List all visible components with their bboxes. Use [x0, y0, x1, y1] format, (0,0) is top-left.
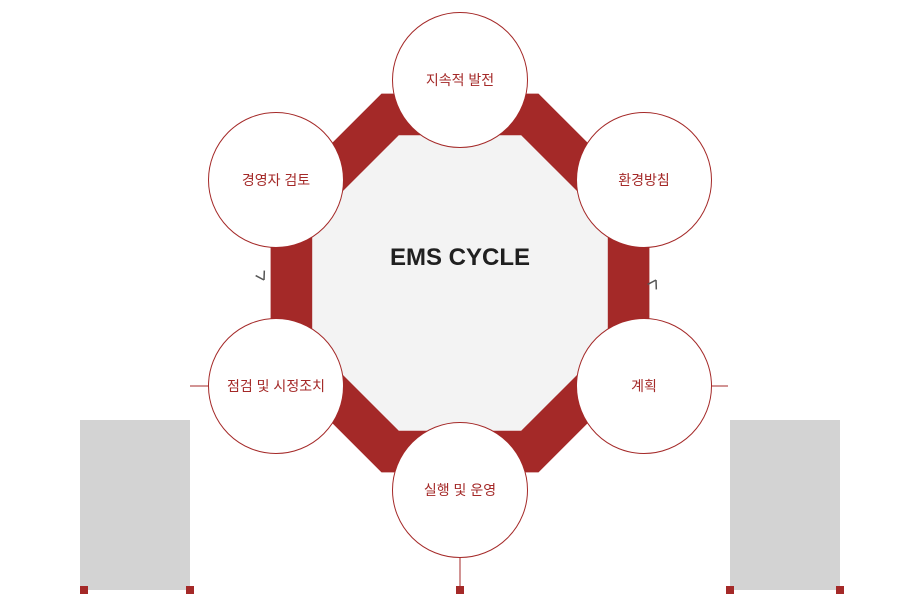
cycle-node-management-review: 경영자 검토 [208, 112, 344, 248]
cycle-node-plan: 계획 [576, 318, 712, 454]
cycle-node-environmental-policy: 환경방침 [576, 112, 712, 248]
marker-dot [80, 586, 88, 594]
node-label: 환경방침 [618, 171, 670, 189]
center-label: EMS CYCLE [360, 244, 560, 272]
node-label: 지속적 발전 [426, 71, 494, 89]
marker-dot [186, 586, 194, 594]
cycle-node-check: 점검 및 시정조치 [208, 318, 344, 454]
ems-cycle-diagram: EMS CYCLE 지속적 발전 환경방침 계획 실행 및 운영 점검 및 시정… [0, 0, 919, 600]
node-label: 실행 및 운영 [424, 481, 496, 499]
marker-dot [456, 586, 464, 594]
cycle-node-continuous-improvement: 지속적 발전 [392, 12, 528, 148]
cycle-node-do: 실행 및 운영 [392, 422, 528, 558]
marker-dot [836, 586, 844, 594]
node-label: 경영자 검토 [242, 171, 310, 189]
marker-dot [726, 586, 734, 594]
node-label: 점검 및 시정조치 [227, 377, 325, 395]
node-label: 계획 [631, 377, 657, 395]
